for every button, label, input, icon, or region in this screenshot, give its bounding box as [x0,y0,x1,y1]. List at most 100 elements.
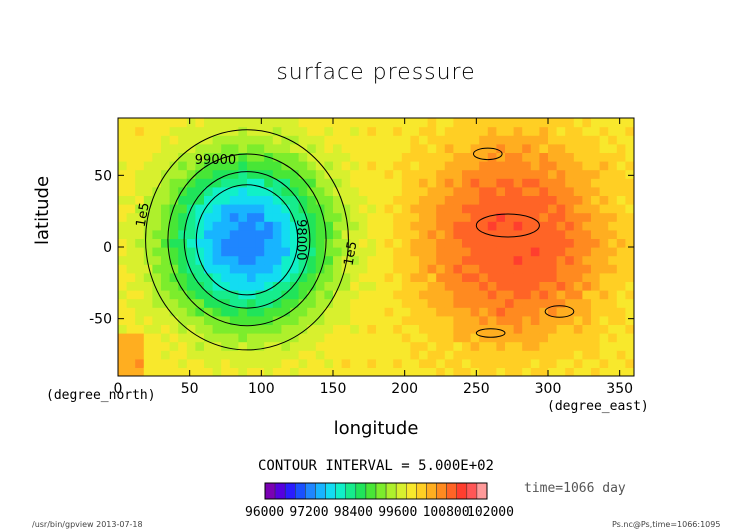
field-cell [307,118,317,128]
field-cell [229,126,239,136]
field-cell [539,350,549,360]
field-cell [479,161,489,171]
field-cell [186,358,196,368]
field-cell [212,135,222,145]
field-cell [401,350,411,360]
field-cell [487,135,497,145]
field-cell [384,161,394,171]
field-cell [212,255,222,265]
field-cell [608,161,618,171]
field-cell [608,118,618,128]
field-cell [608,221,618,231]
y-tick-label: 50 [94,168,112,184]
field-cell [367,221,377,231]
field-cell [221,126,231,136]
field-cell [204,247,214,257]
field-cell [204,195,214,205]
field-cell [247,247,257,257]
field-cell [298,358,308,368]
field-cell [143,135,153,145]
field-cell [496,229,506,239]
field-cell [556,307,566,317]
footer-left: /usr/bin/gpview 2013-07-18 [32,520,143,529]
field-cell [272,135,282,145]
field-cell [487,315,497,325]
field-cell [419,350,429,360]
field-cell [548,358,558,368]
field-cell [178,315,188,325]
field-cell [548,264,558,274]
field-cell [350,126,360,136]
field-cell [135,358,145,368]
field-cell [548,272,558,282]
field-cell [496,255,506,265]
field-cell [169,367,179,376]
field-cell [410,333,420,343]
field-cell [247,118,257,128]
field-cell [393,152,403,162]
field-cell [367,169,377,179]
field-cell [376,333,386,343]
field-cell [229,341,239,351]
field-cell [126,307,136,317]
field-cell [341,341,351,351]
field-cell [229,358,239,368]
field-cell [436,264,446,274]
field-cell [384,229,394,239]
field-cell [608,178,618,188]
field-cell [152,178,162,188]
field-cell [556,169,566,179]
field-cell [161,272,171,282]
field-cell [186,178,196,188]
y-axis-label: latitude [32,175,53,245]
field-cell [479,152,489,162]
field-cell [324,272,334,282]
field-cell [505,169,515,179]
field-cell [616,161,626,171]
field-cell [608,204,618,214]
colorbar-tick-label: 100800 [422,505,470,520]
field-cell [341,161,351,171]
field-cell [341,324,351,334]
field-cell [290,204,300,214]
field-cell [221,307,231,317]
field-cell [608,307,618,317]
field-cell [436,341,446,351]
field-cell [419,186,429,196]
field-cell [307,135,317,145]
field-cell [462,186,472,196]
field-cell [178,358,188,368]
field-cell [195,281,205,291]
field-cell [281,358,291,368]
field-cell [444,324,454,334]
field-cell [599,350,609,360]
field-cell [126,161,136,171]
contour-line [475,328,506,338]
field-cell [298,229,308,239]
field-cell [419,178,429,188]
field-cell [264,212,274,222]
field-cell [608,333,618,343]
field-cell [333,247,343,257]
field-cell [436,324,446,334]
field-cell [264,186,274,196]
field-cell [247,169,257,179]
field-cell [427,307,437,317]
field-cell [143,143,153,153]
field-cell [625,169,634,179]
field-cell [436,204,446,214]
field-cell [591,281,601,291]
field-cell [513,178,523,188]
field-cell [350,272,360,282]
field-cell [462,341,472,351]
field-cell [444,169,454,179]
field-cell [324,186,334,196]
field-cell [573,324,583,334]
field-cell [229,307,239,317]
field-cell [376,307,386,317]
field-cell [126,247,136,257]
field-cell [453,118,463,128]
field-cell [548,298,558,308]
field-cell [608,341,618,351]
field-cell [161,221,171,231]
